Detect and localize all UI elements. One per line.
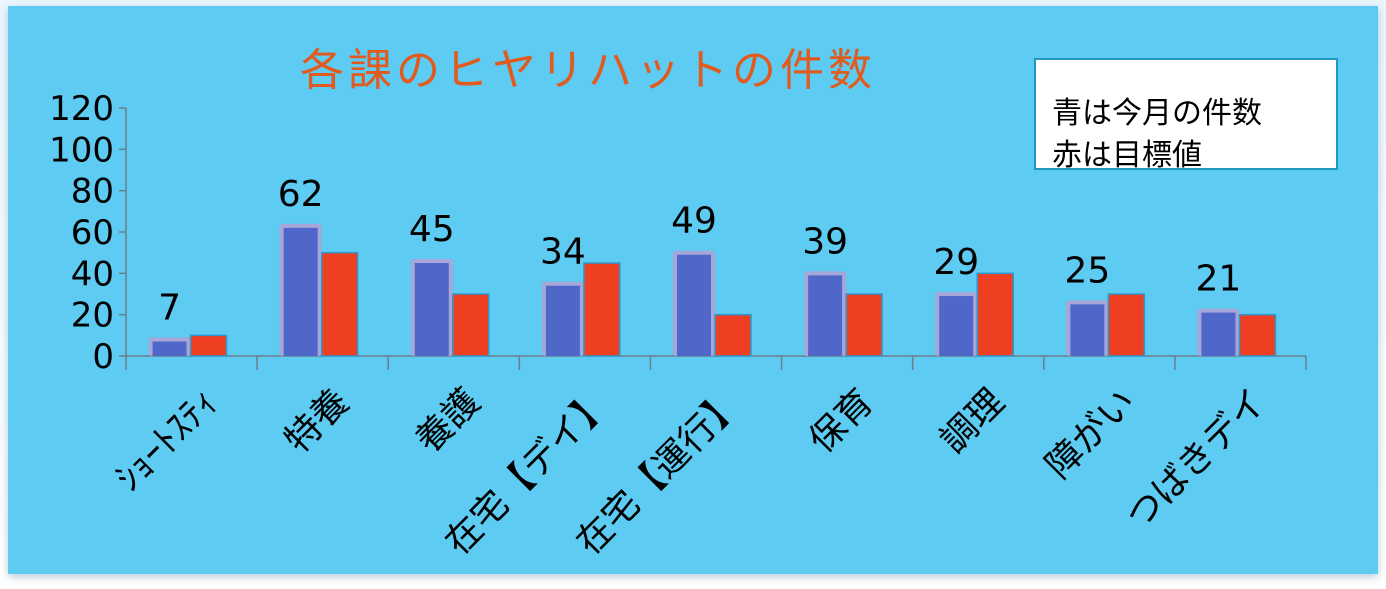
current-bar — [152, 341, 187, 356]
target-bar — [452, 293, 490, 357]
y-tick-label: 80 — [71, 172, 114, 212]
target-bar — [845, 293, 883, 357]
current-bar — [808, 275, 843, 356]
data-label: 49 — [671, 201, 717, 242]
data-label: 45 — [409, 209, 455, 250]
target-bar — [189, 334, 228, 357]
target-bar — [583, 262, 621, 357]
target-bar — [1238, 313, 1277, 357]
y-tick-label: 40 — [71, 254, 114, 294]
y-tick-label: 20 — [71, 296, 114, 336]
y-tick-label: 100 — [49, 130, 114, 170]
current-bar — [1201, 312, 1236, 356]
data-label: 21 — [1196, 259, 1242, 300]
current-bar — [677, 254, 711, 356]
note-line-target: 赤は目標値 — [1052, 138, 1202, 173]
data-label: 29 — [933, 242, 979, 283]
data-label: 34 — [540, 232, 586, 273]
x-category-label: 保育 — [802, 381, 882, 461]
target-bar — [976, 272, 1014, 357]
y-tick-label: 120 — [49, 89, 114, 129]
current-bar — [545, 285, 580, 356]
current-bar — [414, 263, 449, 356]
note-line-current: 青は今月の件数 — [1052, 96, 1262, 131]
chart-title: 各課のヒヤリハットの件数 — [300, 45, 876, 96]
target-bar — [1107, 293, 1146, 357]
data-label: 7 — [158, 288, 181, 329]
x-category-label: 養護 — [408, 381, 488, 461]
y-tick-label: 0 — [92, 337, 114, 377]
data-label: 39 — [802, 221, 848, 262]
target-bar — [714, 313, 752, 357]
x-category-label: 障がい — [1038, 381, 1143, 486]
y-tick-label: 60 — [71, 213, 114, 253]
current-bar — [283, 227, 318, 356]
x-category-label: ｼｮｰﾄｽﾃｨ — [108, 381, 226, 499]
x-category-label: つばきデイ — [1119, 381, 1275, 537]
data-label: 25 — [1064, 250, 1110, 291]
data-label: 62 — [278, 174, 324, 215]
current-bar — [939, 296, 974, 356]
target-bar — [320, 251, 359, 357]
note-box: 青は今月の件数 赤は目標値 — [1034, 58, 1338, 173]
x-category-label: 特養 — [277, 381, 357, 461]
current-bar — [1070, 304, 1105, 356]
x-category-label: 調理 — [933, 381, 1013, 461]
